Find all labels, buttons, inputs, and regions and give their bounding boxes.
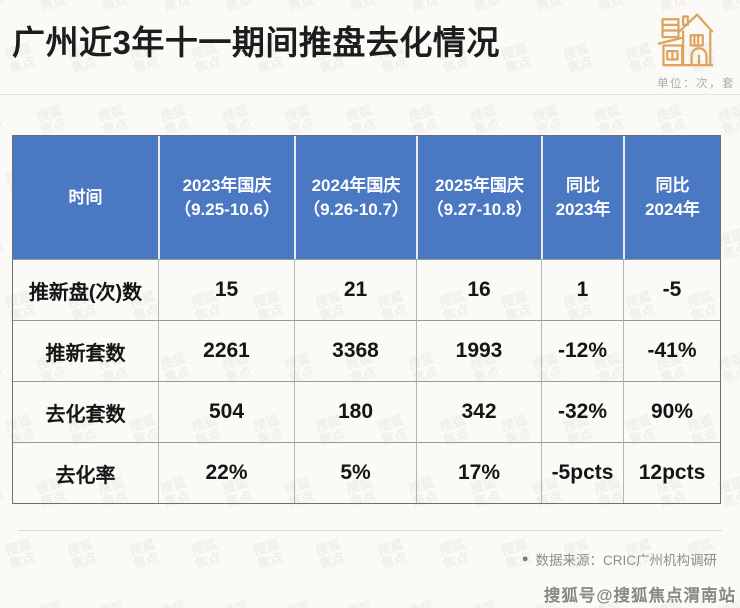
row-label-sold-units: 去化套数 <box>13 381 158 442</box>
page-title: 广州近3年十一期间推盘去化情况 <box>12 24 500 61</box>
row-label-new-units: 推新套数 <box>13 320 158 381</box>
cell-rate-2025: 17% <box>416 442 541 503</box>
header-cell-time: 时间 <box>13 136 158 259</box>
bottom-divider-line <box>18 530 722 531</box>
cell-units-yoy2024: -41% <box>623 320 720 381</box>
cell-sold-2024: 180 <box>294 381 416 442</box>
cell-units-2024: 3368 <box>294 320 416 381</box>
cell-sold-yoy2023: -32% <box>541 381 623 442</box>
data-table: 时间 2023年国庆 （9.25-10.6） 2024年国庆 （9.26-10.… <box>12 135 721 504</box>
sohu-account-watermark: 搜狐号@搜狐焦点渭南站 <box>543 587 736 605</box>
header-cell-yoy-2023: 同比 2023年 <box>541 136 623 259</box>
cell-sold-2023: 504 <box>158 381 294 442</box>
cell-launches-2023: 15 <box>158 259 294 320</box>
cell-rate-yoy2024: 12pcts <box>623 442 720 503</box>
header-cell-2025: 2025年国庆 （9.27-10.8） <box>416 136 541 259</box>
row-label-new-launches: 推新盘(次)数 <box>13 259 158 320</box>
cell-rate-2024: 5% <box>294 442 416 503</box>
cell-rate-2023: 22% <box>158 442 294 503</box>
cell-units-yoy2023: -12% <box>541 320 623 381</box>
header-cell-2023: 2023年国庆 （9.25-10.6） <box>158 136 294 259</box>
data-source-text: 数据来源：CRIC广州机构调研 <box>535 553 718 568</box>
top-divider-line <box>0 94 740 95</box>
cell-launches-2024: 21 <box>294 259 416 320</box>
header-cell-2024: 2024年国庆 （9.26-10.7） <box>294 136 416 259</box>
cell-sold-2025: 342 <box>416 381 541 442</box>
header-cell-yoy-2024: 同比 2024年 <box>623 136 720 259</box>
unit-note: 单位：次，套 <box>657 78 735 90</box>
bullet-icon: ● <box>521 553 529 565</box>
cell-rate-yoy2023: -5pcts <box>541 442 623 503</box>
cell-units-2023: 2261 <box>158 320 294 381</box>
cell-launches-2025: 16 <box>416 259 541 320</box>
cell-sold-yoy2024: 90% <box>623 381 720 442</box>
house-icon <box>656 6 714 70</box>
cell-units-2025: 1993 <box>416 320 541 381</box>
cell-launches-yoy2023: 1 <box>541 259 623 320</box>
cell-launches-yoy2024: -5 <box>623 259 720 320</box>
data-source-line: ● 数据来源：CRIC广州机构调研 <box>522 549 717 569</box>
row-label-absorption-rate: 去化率 <box>13 442 158 503</box>
